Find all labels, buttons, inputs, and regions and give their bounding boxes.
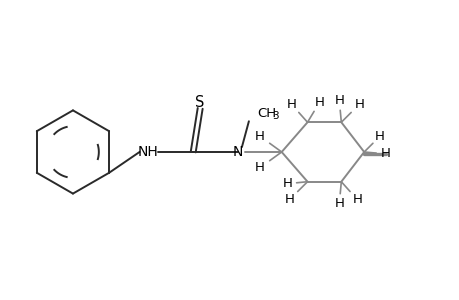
Text: H: H: [334, 197, 343, 210]
Text: CH: CH: [256, 107, 275, 120]
Text: H: H: [334, 94, 343, 107]
Text: H: H: [375, 130, 384, 142]
Text: H: H: [254, 130, 264, 142]
Text: H: H: [314, 96, 324, 109]
Text: H: H: [284, 193, 294, 206]
Text: S: S: [195, 95, 204, 110]
Text: H: H: [282, 177, 292, 190]
Text: H: H: [353, 98, 364, 111]
Text: H: H: [254, 161, 264, 174]
Text: NH: NH: [138, 145, 158, 159]
Text: H: H: [286, 98, 296, 111]
Text: N: N: [232, 145, 243, 159]
Text: H: H: [381, 148, 390, 160]
Text: H: H: [352, 193, 361, 206]
Text: 3: 3: [271, 111, 278, 121]
